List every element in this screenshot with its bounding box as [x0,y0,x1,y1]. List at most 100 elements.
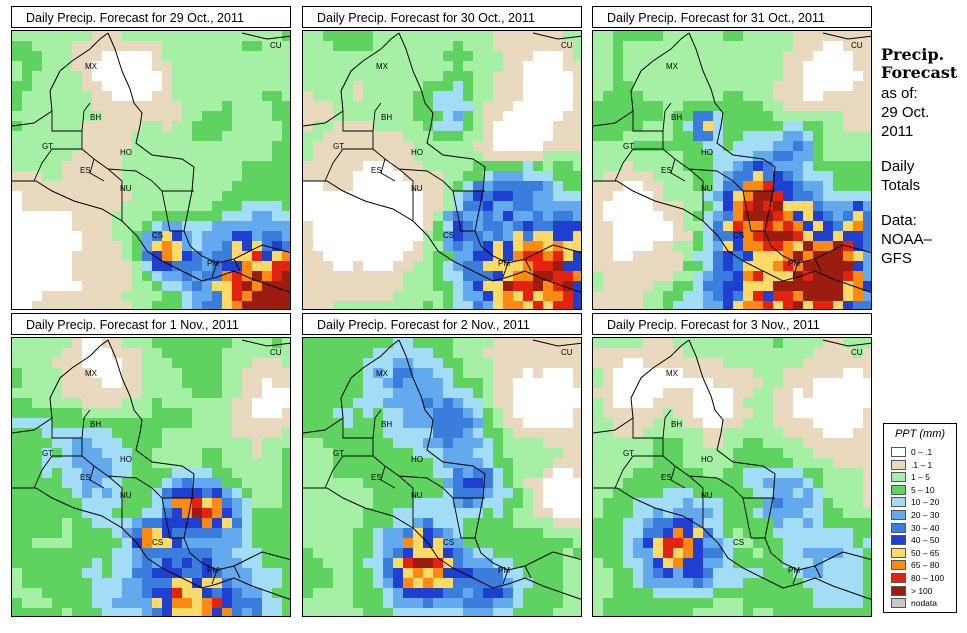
country-borders [614,409,822,585]
country-borders [614,102,822,278]
country-label-cs: CS [733,538,744,547]
legend-label: nodata [911,598,937,609]
legend-swatch [891,547,906,558]
legend-item: 10 – 20 [891,496,951,508]
legend-item: 80 – 100 [891,572,951,584]
country-label-ho: HO [411,455,423,464]
country-label-cu: CU [270,348,282,357]
precip-grid [303,338,581,616]
coastline [12,339,290,600]
forecast-panel-5: Daily Precip. Forecast for 2 Nov., 2011 M… [302,313,582,617]
country-label-nu: NU [411,491,423,500]
legend-label: 1 – 5 [911,472,930,483]
forecast-panel-3: Daily Precip. Forecast for 31 Oct., 2011… [592,6,872,310]
country-label-pm: PM [498,259,510,268]
data-source-line1: Data: [881,212,917,229]
panel-title: Daily Precip. Forecast for 30 Oct., 2011 [302,6,582,28]
legend-item: 20 – 30 [891,509,951,521]
legend-label: 10 – 20 [911,497,940,508]
country-label-bh: BH [381,113,392,122]
country-borders [33,409,241,585]
country-label-bh: BH [671,420,682,429]
legend-item: 5 – 10 [891,484,951,496]
precip-map-svg: MX BH GT HO ES NU CS PM CU [303,31,581,309]
precip-map: MX BH GT HO ES NU CS PM CU [302,337,582,617]
country-label-gt: GT [333,142,344,151]
data-source-line2: NOAA– [881,231,932,248]
panel-title: Daily Precip. Forecast for 31 Oct., 2011 [592,6,872,28]
legend-label: > 100 [911,585,933,596]
legend-label: 0 – .1 [911,447,933,457]
coastline [593,32,871,293]
country-label-nu: NU [701,184,713,193]
country-label-cu: CU [851,348,863,357]
precip-map-svg: MX BH GT HO ES NU CS PM CU [12,338,290,616]
country-label-es: ES [80,166,91,175]
legend-item: 0 – .1 [891,446,951,458]
country-label-gt: GT [42,449,53,458]
legend-swatch [891,510,906,520]
country-label-cs: CS [443,538,454,547]
country-label-cs: CS [152,538,163,547]
legend-swatch [891,535,906,546]
legend-swatch [891,522,906,533]
precip-map: MX BH GT HO ES NU CS PM CU [11,337,291,617]
precip-map: MX BH GT HO ES NU CS PM CU [592,30,872,310]
country-label-ho: HO [701,455,713,464]
legend-swatch [891,459,906,470]
legend-swatch [891,497,906,508]
legend-label: .1 – 1 [911,459,933,470]
legend-item: 30 – 40 [891,522,951,534]
country-label-mx: MX [85,369,98,378]
country-label-ho: HO [120,148,132,157]
country-label-gt: GT [42,142,53,151]
country-label-nu: NU [701,491,713,500]
country-label-cu: CU [561,348,573,357]
legend-item: 50 – 65 [891,547,951,559]
panel-title: Daily Precip. Forecast for 2 Nov., 2011 [302,313,582,335]
coastline [303,32,581,293]
forecast-panel-6: Daily Precip. Forecast for 3 Nov., 2011 M… [592,313,872,617]
coastline [303,339,581,600]
asof-date-line2: 2011 [881,123,914,140]
country-label-pm: PM [207,259,219,268]
precip-grid [12,31,290,309]
legend-swatch [891,598,906,609]
country-label-nu: NU [120,184,132,193]
legend-title: PPT (mm) [894,428,946,440]
country-label-mx: MX [666,369,679,378]
country-label-nu: NU [411,184,423,193]
legend-label: 20 – 30 [911,510,940,520]
country-label-cs: CS [733,231,744,240]
panel-title: Daily Precip. Forecast for 29 Oct., 2011 [11,6,291,28]
country-label-mx: MX [376,62,389,71]
legend-label: 65 – 80 [911,560,940,571]
data-source-line3: GFS [881,250,912,267]
legend-item: 40 – 50 [891,534,951,546]
sidebar-info: Precip. Forecast as of: 29 Oct. 2011 Dai… [881,46,967,268]
precip-map-svg: MX BH GT HO ES NU CS PM CU [303,338,581,616]
precip-map: MX BH GT HO ES NU CS PM CU [11,30,291,310]
panel-title: Daily Precip. Forecast for 1 Nov., 2011 [11,313,291,335]
country-label-bh: BH [90,420,101,429]
country-label-ho: HO [120,455,132,464]
precip-map-svg: MX BH GT HO ES NU CS PM CU [593,338,871,616]
country-label-es: ES [80,473,91,482]
country-label-bh: BH [90,113,101,122]
legend-swatch [891,560,906,571]
country-label-gt: GT [333,449,344,458]
legend-item: nodata [891,597,951,609]
country-label-es: ES [661,473,672,482]
legend-swatch [891,585,906,596]
country-label-pm: PM [788,566,800,575]
country-label-ho: HO [411,148,423,157]
country-label-es: ES [661,166,672,175]
coastline [593,339,871,600]
country-borders [324,409,532,585]
country-label-mx: MX [376,369,389,378]
forecast-panel-2: Daily Precip. Forecast for 30 Oct., 2011… [302,6,582,310]
sidebar-heading-1: Precip. [881,45,945,64]
asof-label: as of: [881,85,918,102]
legend-label: 80 – 100 [911,573,945,583]
